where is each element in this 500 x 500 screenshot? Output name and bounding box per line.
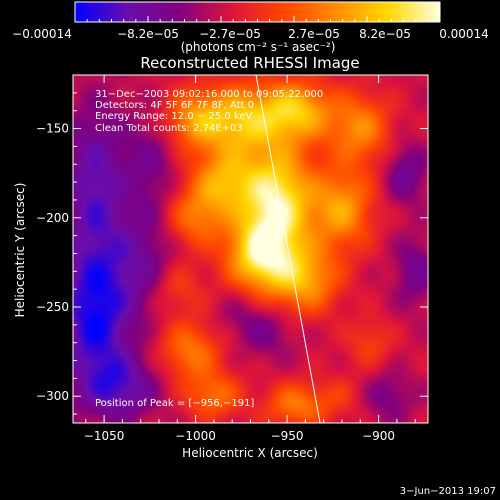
x-axis-label: Heliocentric X (arcsec) (182, 446, 318, 460)
generation-timestamp: 3−Jun−2013 19:07 (400, 486, 496, 497)
info-energy-range: Energy Range: 12.0 − 25.0 keV (95, 111, 252, 122)
info-detectors: Detectors: 4F 5F 6F 7F 8F, Att 0 (95, 100, 254, 111)
colorbar-unit-label: (photons cm⁻² s⁻¹ asec⁻²) (181, 40, 336, 54)
x-axis: −1050 −1000 −950 −900 (84, 75, 416, 443)
heatmap-image (73, 75, 428, 423)
colorbar-tick-label: −8.2e−05 (117, 27, 179, 41)
colorbar-tick-label: −2.7e−05 (199, 27, 261, 41)
colorbar: −0.00014 −8.2e−05 −2.7e−05 2.7e−05 8.2e−… (12, 1, 489, 54)
info-clean-counts: Clean Total counts: 2.74E+03 (95, 123, 243, 134)
y-tick-label: −150 (36, 122, 69, 136)
y-axis: −150 −200 −250 −300 (36, 92, 428, 415)
peak-position-label: Position of Peak = [−956,−191] (95, 398, 254, 409)
x-tick-label: −950 (271, 429, 304, 443)
y-tick-label: −200 (36, 211, 69, 225)
info-time-range: 31−Dec−2003 09:02:16.000 to 09:05:22.000 (95, 89, 323, 100)
colorbar-ticks (74, 16, 441, 22)
colorbar-tick-label: 2.7e−05 (288, 27, 340, 41)
plot-area (73, 75, 428, 423)
y-tick-label: −300 (36, 389, 69, 403)
y-tick-label: −250 (36, 300, 69, 314)
solar-limb-line (255, 75, 321, 423)
colorbar-tick-label: −0.00014 (12, 27, 72, 41)
colorbar-tick-label: 8.2e−05 (359, 27, 411, 41)
x-tick-label: −1050 (84, 429, 125, 443)
chart-title: Reconstructed RHESSI Image (140, 54, 359, 72)
y-axis-label: Heliocentric Y (arcsec) (13, 183, 27, 318)
observation-info: 31−Dec−2003 09:02:16.000 to 09:05:22.000… (95, 89, 323, 409)
x-tick-label: −1000 (175, 429, 216, 443)
x-tick-label: −900 (362, 429, 395, 443)
colorbar-tick-label: 0.00014 (439, 27, 489, 41)
